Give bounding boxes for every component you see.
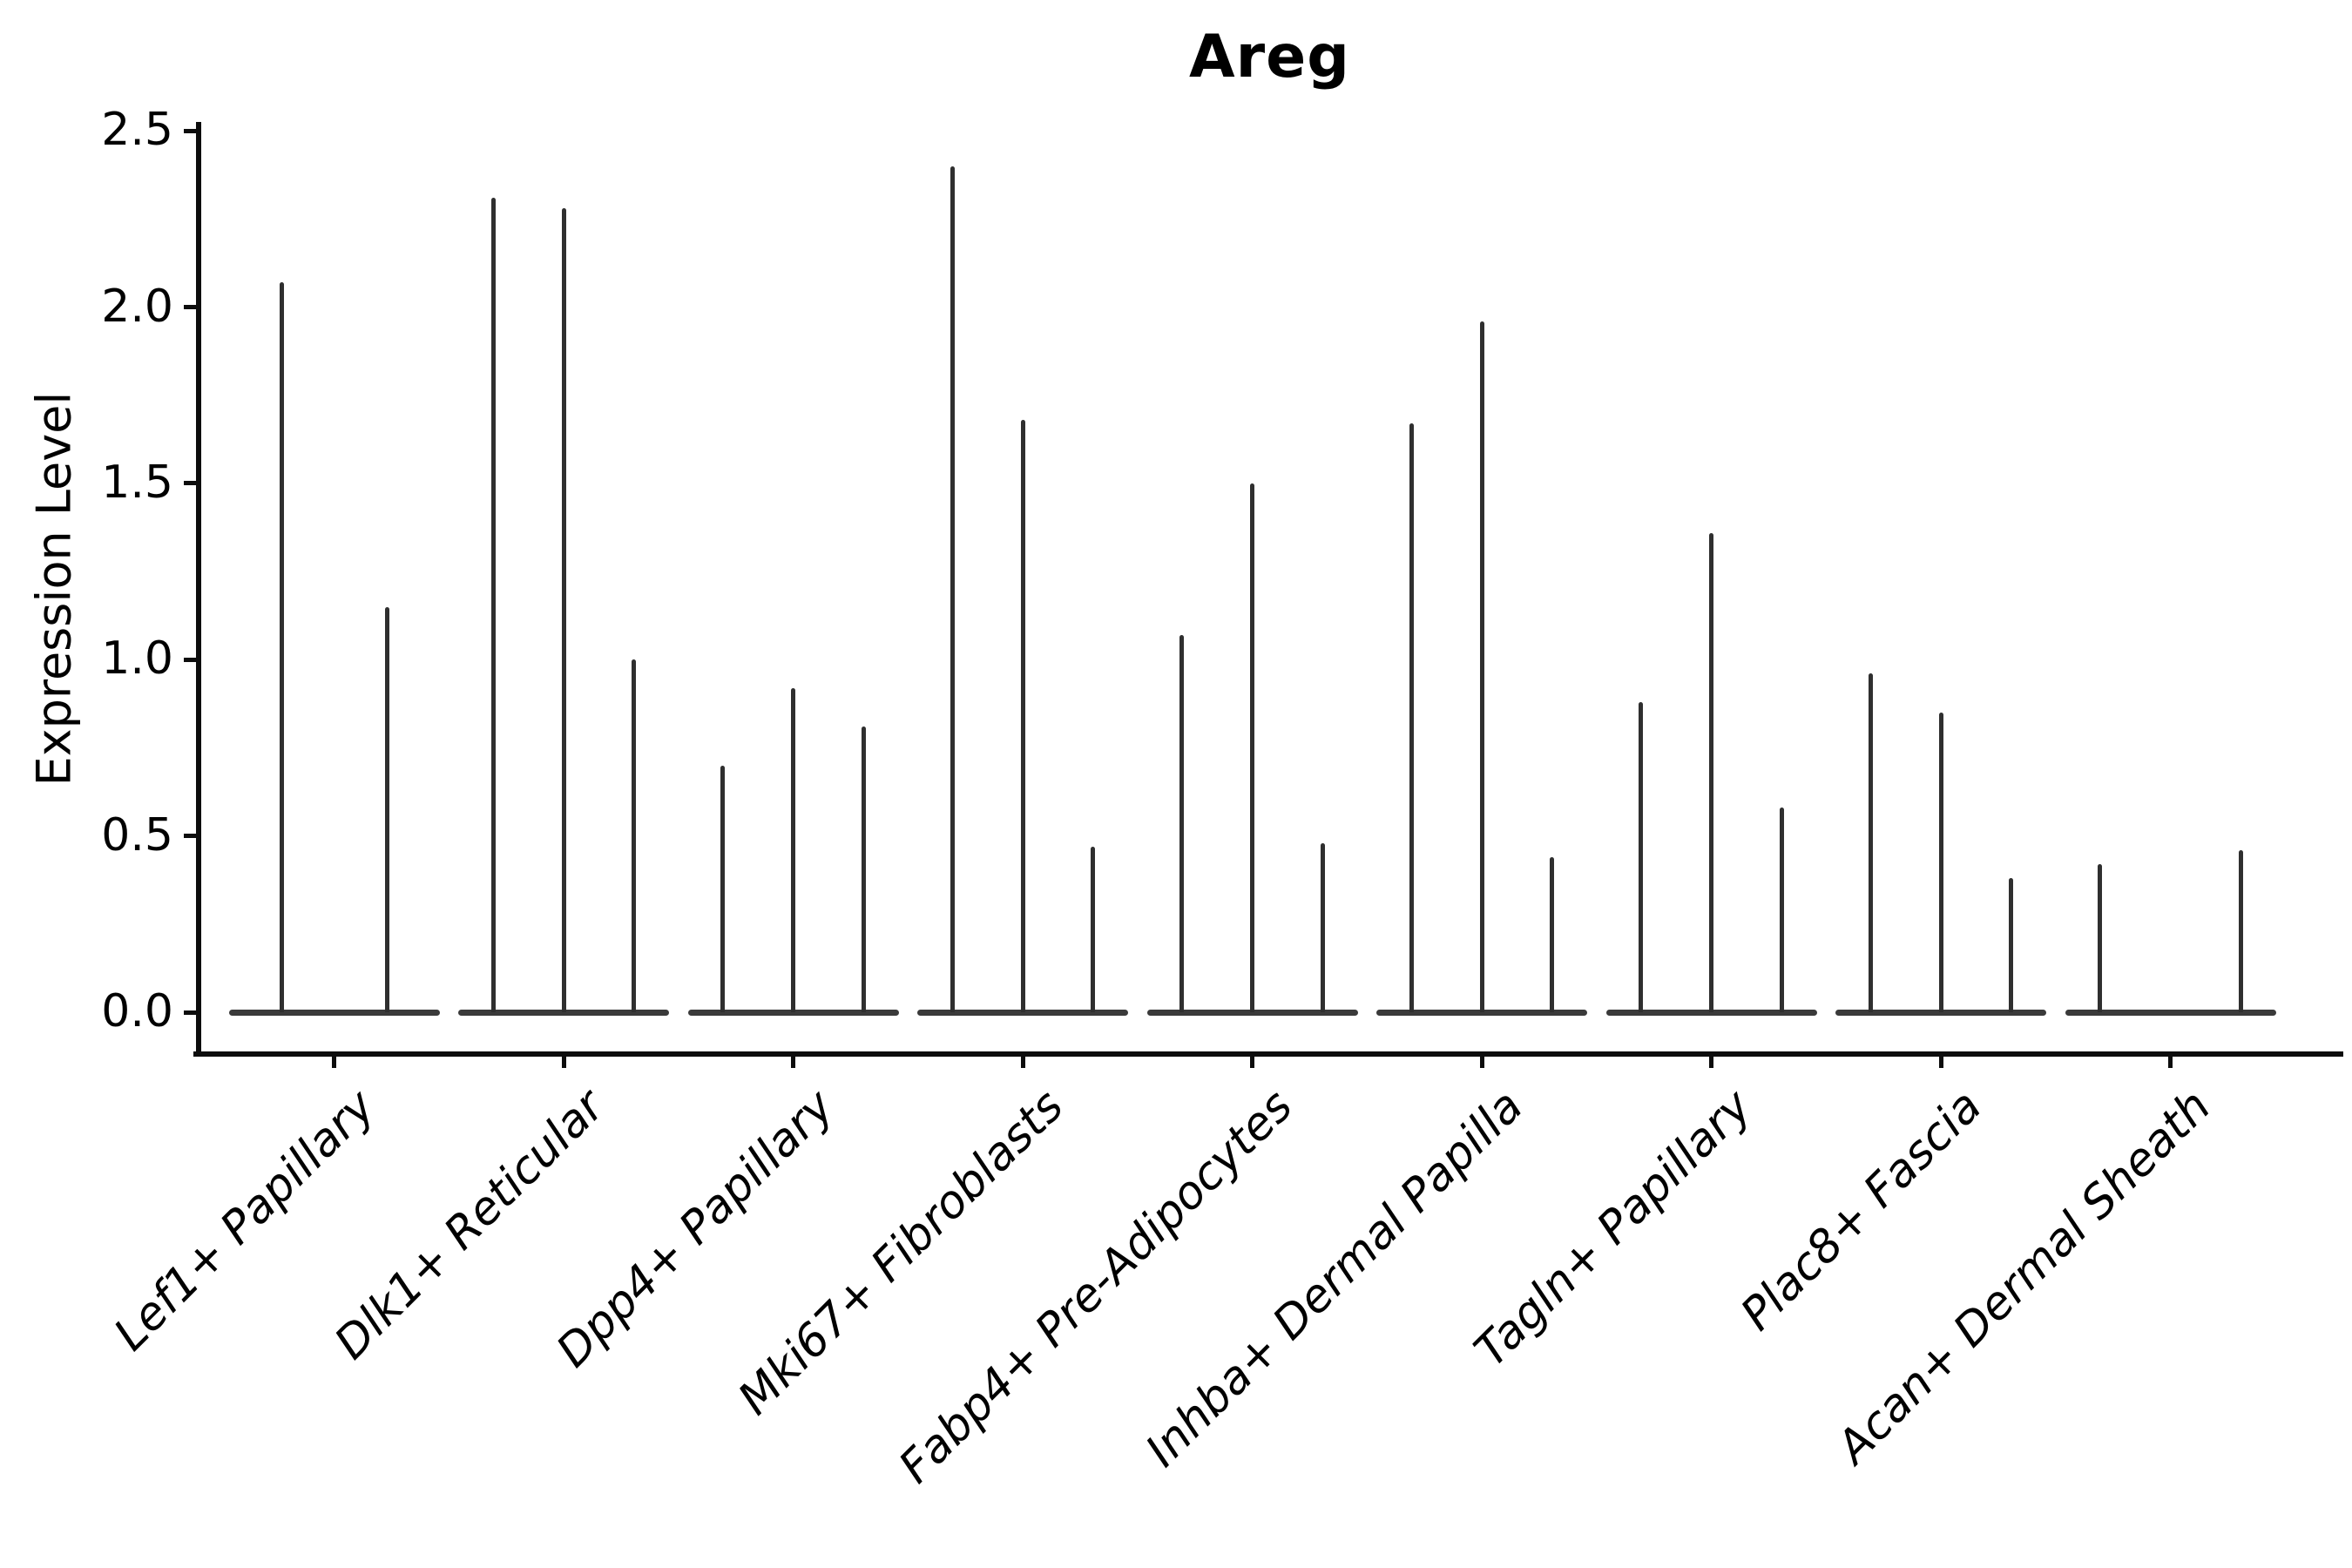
violin-baseline xyxy=(1605,1009,1817,1016)
violin-needle xyxy=(490,198,496,1012)
violin-needle xyxy=(1779,808,1784,1012)
violin-needle xyxy=(1250,483,1255,1012)
violin-needle xyxy=(2238,849,2243,1012)
violin-baseline xyxy=(458,1009,670,1016)
violin-baseline xyxy=(917,1009,1129,1016)
violin-needle xyxy=(950,166,955,1012)
y-tick-label: 2.0 xyxy=(101,280,173,333)
x-tick xyxy=(1479,1057,1484,1068)
y-axis-spine xyxy=(196,122,201,1057)
x-tick xyxy=(1938,1057,1943,1068)
x-tick xyxy=(2168,1057,2173,1068)
violin-baseline xyxy=(1376,1009,1588,1016)
violin-baseline xyxy=(1146,1009,1358,1016)
violin-needle xyxy=(861,727,866,1012)
violin-needle xyxy=(1938,713,1943,1012)
x-tick xyxy=(332,1057,337,1068)
y-tick xyxy=(184,481,196,486)
violin-needle xyxy=(791,687,796,1012)
violin-needle xyxy=(1550,856,1555,1012)
y-tick xyxy=(184,1010,196,1015)
x-tick-label: Inhba+ Dermal Papilla xyxy=(1135,1079,1533,1477)
violin-needle xyxy=(632,659,637,1012)
violin-needle xyxy=(720,765,726,1012)
x-tick xyxy=(791,1057,796,1068)
y-tick xyxy=(184,305,196,310)
x-tick xyxy=(1250,1057,1255,1068)
violin-needle xyxy=(1020,420,1025,1012)
x-tick xyxy=(1709,1057,1714,1068)
x-tick xyxy=(1020,1057,1025,1068)
x-tick-label: Fabp4+ Pre-Adipocytes xyxy=(889,1079,1303,1494)
violin-needle xyxy=(1868,673,1873,1012)
y-tick-label: 1.0 xyxy=(101,632,173,686)
y-tick xyxy=(184,834,196,839)
violin-needle xyxy=(2098,864,2103,1012)
y-tick xyxy=(184,657,196,662)
violin-baseline xyxy=(2065,1009,2276,1016)
y-tick-label: 2.5 xyxy=(101,104,173,157)
violin-needle xyxy=(561,208,566,1012)
violin-needle xyxy=(2009,878,2014,1012)
violin-needle xyxy=(1639,701,1644,1012)
y-tick-label: 1.5 xyxy=(101,456,173,509)
violin-needle xyxy=(384,606,389,1012)
chart-title: Areg xyxy=(1189,23,1350,91)
x-axis-spine xyxy=(193,1051,2343,1057)
y-tick-label: 0.5 xyxy=(101,808,173,862)
violin-baseline xyxy=(228,1009,440,1016)
y-tick-label: 0.0 xyxy=(101,984,173,1037)
x-tick-label: Acan+ Dermal Sheath xyxy=(1827,1079,2221,1474)
violin-needle xyxy=(1179,634,1185,1012)
y-tick xyxy=(184,128,196,133)
violin-needle xyxy=(1320,842,1325,1012)
x-tick xyxy=(561,1057,566,1068)
violin-baseline xyxy=(687,1009,899,1016)
violin-needle xyxy=(279,282,284,1012)
violin-needle xyxy=(1479,321,1484,1012)
violin-baseline xyxy=(1835,1009,2047,1016)
violin-needle xyxy=(1409,423,1414,1012)
x-tick-label: Plac8+ Fascia xyxy=(1731,1079,1992,1342)
violin-needle xyxy=(1091,846,1096,1012)
violin-needle xyxy=(1709,532,1714,1012)
